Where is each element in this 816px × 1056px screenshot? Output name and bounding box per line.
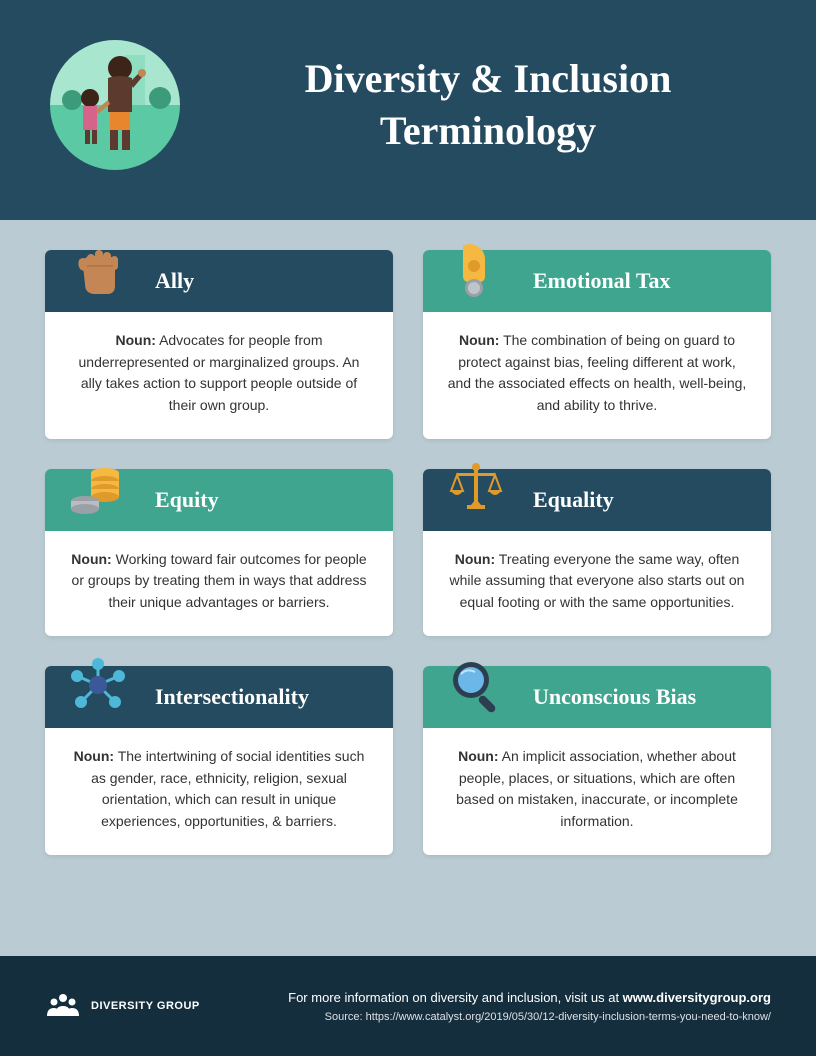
part-of-speech: Noun: xyxy=(116,332,156,348)
footer-source-prefix: Source: xyxy=(325,1011,366,1023)
card-title: Unconscious Bias xyxy=(533,684,696,710)
coins-stack-icon xyxy=(65,455,131,521)
card-title: Equity xyxy=(155,487,219,513)
part-of-speech: Noun: xyxy=(458,748,498,764)
part-of-speech: Noun: xyxy=(455,551,495,567)
footer-info-url: www.diversitygroup.org xyxy=(623,990,771,1005)
card-title: Ally xyxy=(155,268,194,294)
footer-brand-block: DIVERSITY GROUP xyxy=(45,988,200,1024)
card-emotional-tax: Emotional Tax Noun: The combination of b… xyxy=(423,250,771,439)
page-header: Diversity & Inclusion Terminology xyxy=(0,0,816,220)
network-icon xyxy=(65,652,131,718)
card-header: Unconscious Bias xyxy=(423,666,771,728)
card-equity: Equity Noun: Working toward fair outcome… xyxy=(45,469,393,636)
page-footer: DIVERSITY GROUP For more information on … xyxy=(0,956,816,1056)
card-title: Emotional Tax xyxy=(533,268,671,294)
part-of-speech: Noun: xyxy=(459,332,499,348)
card-body: Noun: The combination of being on guard … xyxy=(423,312,771,439)
parent-child-illustration xyxy=(50,40,180,170)
definition-text: The intertwining of social identities su… xyxy=(91,748,364,829)
card-body: Noun: Working toward fair outcomes for p… xyxy=(45,531,393,636)
card-body: Noun: The intertwining of social identit… xyxy=(45,728,393,855)
magnifier-icon xyxy=(443,652,509,718)
card-header: Equality xyxy=(423,469,771,531)
footer-source-line: Source: https://www.catalyst.org/2019/05… xyxy=(225,1011,771,1023)
card-equality: Equality Noun: Treating everyone the sam… xyxy=(423,469,771,636)
card-header: Emotional Tax xyxy=(423,250,771,312)
footer-brand-text: DIVERSITY GROUP xyxy=(91,1000,200,1012)
part-of-speech: Noun: xyxy=(71,551,111,567)
definition-text: Working toward fair outcomes for people … xyxy=(72,551,367,610)
definition-text: An implicit association, whether about p… xyxy=(456,748,738,829)
card-header: Equity xyxy=(45,469,393,531)
footer-source-url: https://www.catalyst.org/2019/05/30/12-d… xyxy=(366,1011,771,1023)
people-group-icon xyxy=(45,988,81,1024)
coin-hand-icon xyxy=(443,236,509,302)
card-body: Noun: Treating everyone the same way, of… xyxy=(423,531,771,636)
card-body: Noun: Advocates for people from underrep… xyxy=(45,312,393,439)
card-header: Intersectionality xyxy=(45,666,393,728)
card-body: Noun: An implicit association, whether a… xyxy=(423,728,771,855)
card-ally: Ally Noun: Advocates for people from und… xyxy=(45,250,393,439)
card-header: Ally xyxy=(45,250,393,312)
footer-info-line: For more information on diversity and in… xyxy=(225,990,771,1005)
cards-grid: Ally Noun: Advocates for people from und… xyxy=(0,220,816,875)
footer-info-block: For more information on diversity and in… xyxy=(225,990,771,1023)
fist-icon xyxy=(65,236,131,302)
part-of-speech: Noun: xyxy=(74,748,114,764)
footer-info-prefix: For more information on diversity and in… xyxy=(288,990,623,1005)
page-title: Diversity & Inclusion Terminology xyxy=(210,53,766,157)
card-intersectionality: Intersectionality Noun: The intertwining… xyxy=(45,666,393,855)
card-title: Equality xyxy=(533,487,614,513)
scales-icon xyxy=(443,455,509,521)
card-unconscious-bias: Unconscious Bias Noun: An implicit assoc… xyxy=(423,666,771,855)
card-title: Intersectionality xyxy=(155,684,309,710)
